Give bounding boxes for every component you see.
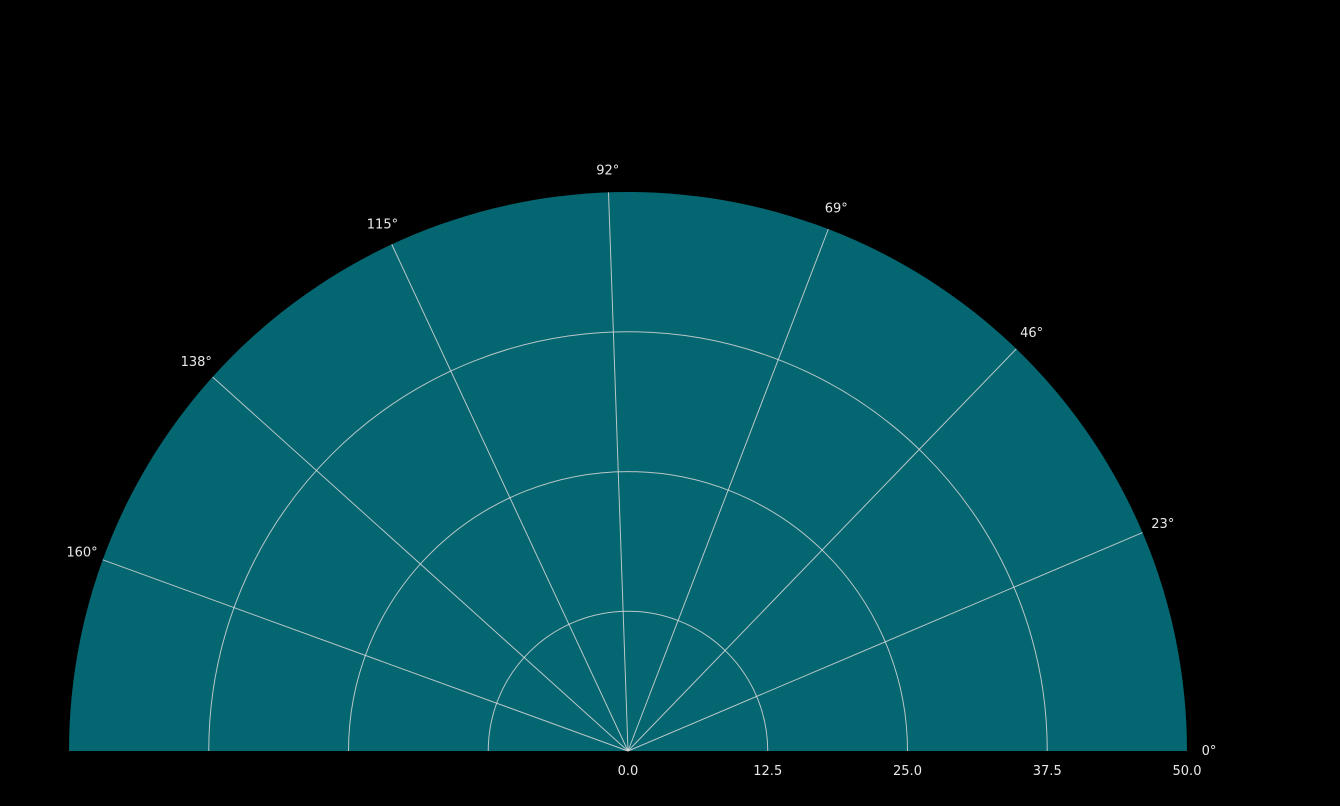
angular-gridline	[627, 228, 829, 752]
radial-gridline	[208, 331, 1048, 752]
angular-tick-label: 160°	[66, 545, 97, 560]
angular-gridline	[627, 532, 1143, 752]
angular-gridline	[212, 376, 629, 752]
radial-tick-label: 12.5	[753, 764, 782, 779]
radial-tick-label: 50.0	[1173, 764, 1202, 779]
angular-tick-label: 0°	[1202, 744, 1217, 759]
angular-tick-label: 46°	[1020, 326, 1043, 341]
radial-gridline	[348, 471, 908, 752]
angular-gridline	[102, 559, 629, 752]
radial-gridline	[487, 610, 769, 752]
angular-gridline	[391, 244, 629, 752]
angular-tick-label: 23°	[1151, 517, 1174, 532]
angular-gridline	[627, 348, 1017, 752]
radial-tick-label: 25.0	[893, 764, 922, 779]
angular-tick-label: 138°	[181, 355, 212, 370]
radial-tick-label: 0.0	[618, 764, 639, 779]
grid-layer	[102, 192, 1143, 752]
angular-tick-label: 69°	[825, 202, 848, 217]
angular-tick-label: 92°	[596, 163, 619, 178]
tick-label-layer: 0° 23° 46° 69° 92° 115° 138° 160° 0.0 12.5 25.0 37.…	[66, 163, 1216, 779]
angular-tick-label: 115°	[367, 217, 398, 232]
angular-gridline	[607, 192, 629, 752]
radial-tick-label: 37.5	[1033, 764, 1062, 779]
